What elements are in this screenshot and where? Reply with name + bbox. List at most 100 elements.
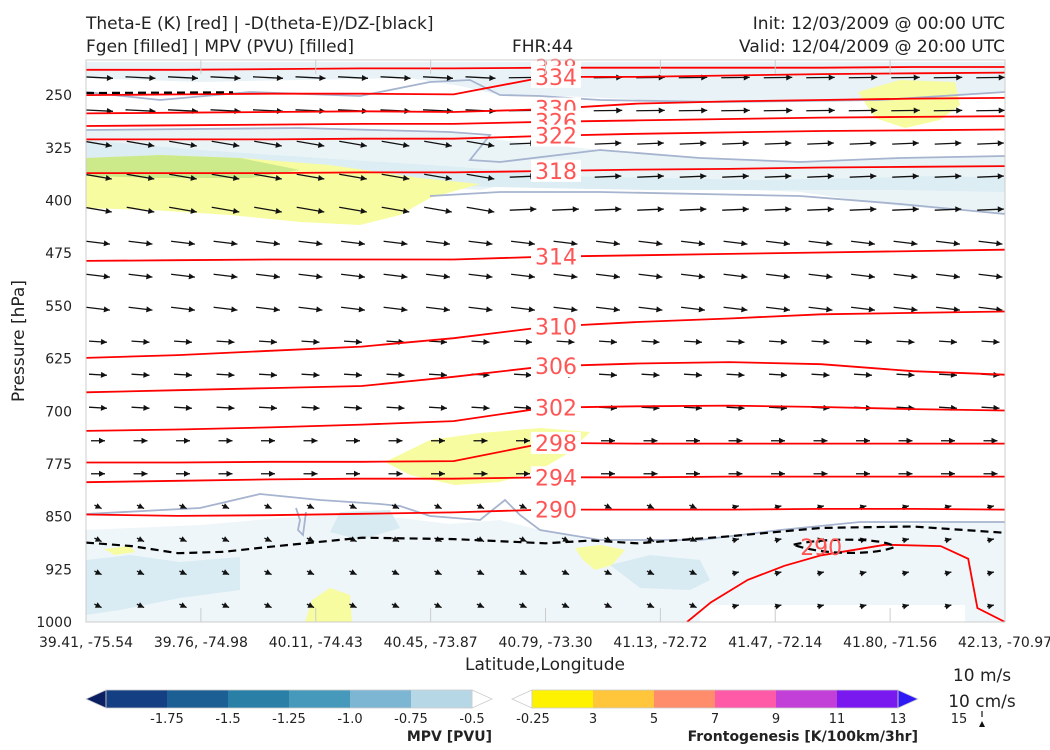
x-tick-label: 41.13, -72.72	[613, 635, 707, 651]
colorbar-swatch	[411, 690, 472, 708]
wind-vector-head	[870, 140, 877, 147]
wind-vector-head	[780, 338, 787, 345]
wind-vector-head	[530, 206, 537, 213]
wind-vector-head	[137, 503, 145, 509]
wind-vector-head	[360, 175, 367, 181]
wind-vector-head	[524, 470, 530, 477]
wind-vector-head	[785, 173, 792, 180]
wind-vector-head	[689, 602, 697, 608]
wind-vector-head	[870, 206, 877, 213]
wind-vector-head	[275, 208, 282, 214]
wind-vector-head	[993, 404, 1000, 411]
wind-vector-head	[572, 206, 579, 213]
wind-vector-head	[732, 603, 739, 610]
wind-vector-head	[996, 273, 1003, 280]
wind-vector-head	[870, 173, 877, 180]
wind-vector-head	[821, 470, 828, 477]
wind-vector-head	[231, 306, 238, 313]
wind-vector-head	[486, 306, 493, 313]
wind-vector-head	[779, 470, 785, 477]
wind-vector-head	[94, 536, 102, 542]
wind-vector-head	[401, 306, 408, 313]
wind-vectors	[86, 74, 1005, 610]
wind-vector-head	[401, 273, 408, 280]
mpv-outline-low-2	[295, 507, 307, 537]
theta-e-contour-label: 294	[535, 466, 577, 491]
wind-vector-head	[100, 404, 107, 411]
wind-vector-head	[657, 140, 664, 147]
wind-vector-head	[786, 74, 793, 81]
wind-vector-head	[823, 338, 830, 345]
dthetae-dz-zero-line	[86, 525, 1005, 555]
wind-vector-head	[689, 503, 697, 509]
x-tick-label: 41.47, -72.14	[728, 635, 822, 651]
y-axis-ticks: 250 325 400 475 550 625 700 775 850 925 1000	[36, 88, 72, 631]
wind-vector-head	[562, 569, 570, 575]
mpv-colorbar-label: MPV [PVU]	[407, 729, 492, 745]
wind-vector-head	[955, 173, 962, 180]
wind-vector-head	[615, 140, 622, 147]
wind-vector-head	[445, 175, 452, 181]
wind-vector-head	[349, 536, 357, 542]
wind-vector-head	[311, 437, 318, 444]
wind-vector-head	[307, 536, 315, 542]
vector-key-line-2: 10 cm/s	[948, 692, 1016, 712]
x-tick-label: 42.13, -70.97	[958, 635, 1050, 651]
wind-vector-head	[228, 371, 235, 378]
wind-vector-head	[613, 306, 620, 313]
wind-vector-head	[143, 404, 150, 411]
wind-vector-head	[743, 107, 750, 114]
colorbar-extend-high	[471, 689, 493, 709]
y-axis-label: Pressure [hPa]	[9, 280, 29, 402]
wind-vector-head	[439, 437, 445, 444]
wind-vector-head	[231, 240, 238, 247]
wind-vector-head	[313, 371, 320, 378]
wind-vector-head	[264, 503, 272, 509]
wind-vector-head	[349, 602, 357, 608]
colorbar-tick-label: 3	[589, 712, 597, 727]
colorbar-swatch	[289, 690, 350, 708]
colorbar-tick-label: 9	[772, 712, 780, 727]
wind-vector-head	[997, 173, 1004, 180]
contour-label-gap	[531, 498, 581, 521]
wind-vector-head	[610, 338, 617, 345]
mpv-shade-low	[86, 515, 1005, 622]
wind-vector-head	[996, 240, 1003, 247]
wind-vector-head	[307, 569, 315, 575]
wind-vector-head	[956, 107, 963, 114]
theta-e-contour-label: 322	[535, 125, 577, 150]
theta-e-contour-290-low	[686, 543, 1005, 622]
colorbar-swatch	[106, 690, 167, 708]
wind-vector-head	[396, 470, 403, 477]
wind-vector-head	[906, 470, 913, 477]
wind-vector-head	[871, 74, 878, 81]
wind-vector-head	[179, 569, 187, 575]
wind-vector-head	[817, 570, 824, 577]
wind-vector-head	[190, 175, 197, 181]
wind-vector-head	[439, 470, 445, 477]
wind-vector-head	[316, 240, 323, 247]
x-tick-label: 39.41, -75.54	[39, 635, 133, 651]
wind-vector-head	[651, 437, 658, 444]
colorbar-swatch	[776, 690, 837, 708]
wind-vector-head	[141, 437, 148, 444]
terrain-mask	[700, 605, 965, 622]
wind-vector-head	[445, 208, 452, 214]
y-tick-label: 325	[45, 141, 72, 157]
wind-vector-head	[528, 240, 535, 247]
wind-vector-head	[486, 240, 493, 247]
wind-vector-head	[137, 536, 145, 542]
mpv-shade-low-2	[86, 555, 240, 615]
colorbar-tick-label: -0.25	[516, 712, 550, 727]
wind-vector-head	[651, 470, 658, 477]
colorbar-swatch	[350, 690, 411, 708]
wind-vector-head	[519, 602, 527, 608]
wind-vector-head	[911, 240, 918, 247]
wind-vector-head	[105, 142, 112, 148]
mpv-shade-low-3	[610, 555, 710, 590]
wind-vector-head	[307, 503, 315, 509]
y-tick-label: 850	[45, 510, 72, 526]
contour-label-gap	[531, 124, 581, 147]
wind-vector-head	[443, 306, 450, 313]
colorbar-swatch	[837, 690, 898, 708]
